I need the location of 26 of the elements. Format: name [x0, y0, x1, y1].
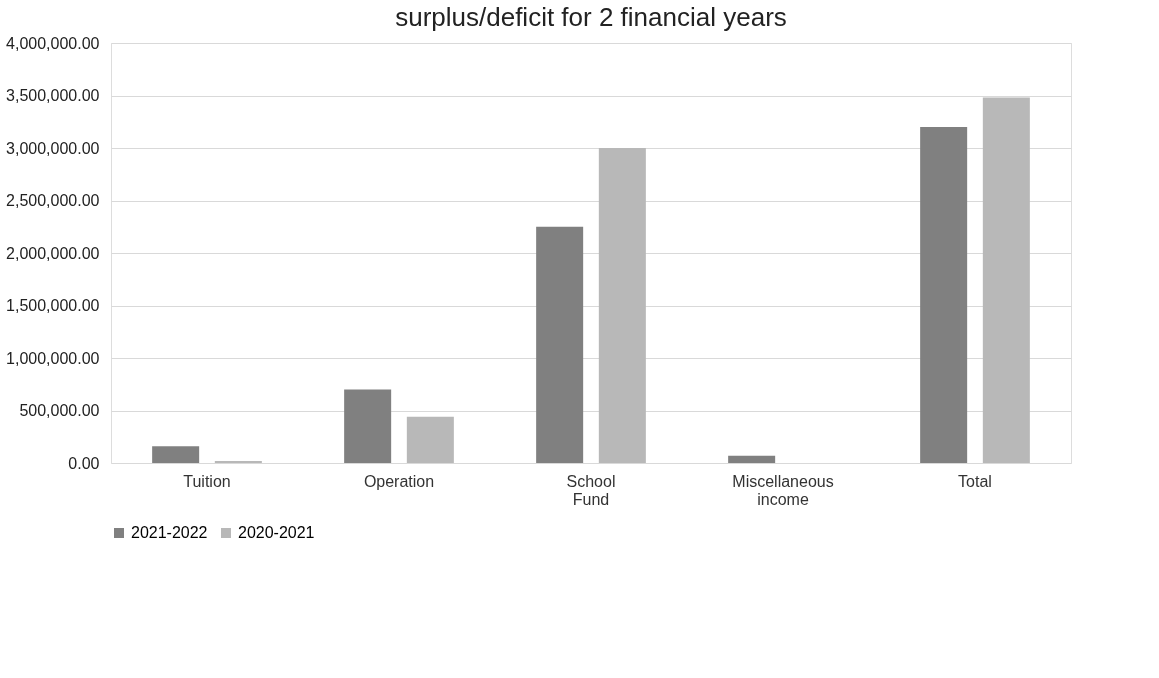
bar: [406, 416, 454, 463]
y-tick-label: 0.00: [68, 454, 100, 472]
y-tick-label: 1,000,000.00: [6, 349, 100, 367]
x-tick-label: School Fund: [566, 472, 616, 508]
y-tick-label: 3,500,000.00: [6, 87, 100, 104]
bar: [920, 127, 968, 463]
x-tick-label: Operation: [363, 472, 435, 490]
y-tick-label: 1,500,000.00: [6, 297, 100, 314]
bar: [152, 446, 200, 463]
bar: [982, 97, 1030, 463]
bar: [344, 389, 392, 463]
y-tick-label: 3,000,000.00: [6, 139, 100, 157]
legend-label: 2021-2022: [131, 524, 208, 541]
y-tick-label: 4,000,000.00: [6, 34, 100, 52]
y-tick-label: 500,000.00: [19, 402, 100, 419]
x-tick-label: Total: [958, 472, 992, 490]
bar: [536, 226, 584, 463]
chart-title: surplus/deficit for 2 financial years: [395, 2, 787, 32]
x-tick-label: Miscellaneous income: [732, 472, 834, 508]
legend-label: 2020-2021: [238, 524, 315, 541]
y-tick-label: 2,000,000.00: [6, 244, 100, 262]
x-tick-label: Tuition: [183, 472, 231, 490]
bar: [214, 460, 262, 463]
bar: [728, 455, 776, 463]
bar: [598, 148, 646, 463]
y-tick-label: 2,500,000.00: [6, 192, 100, 209]
